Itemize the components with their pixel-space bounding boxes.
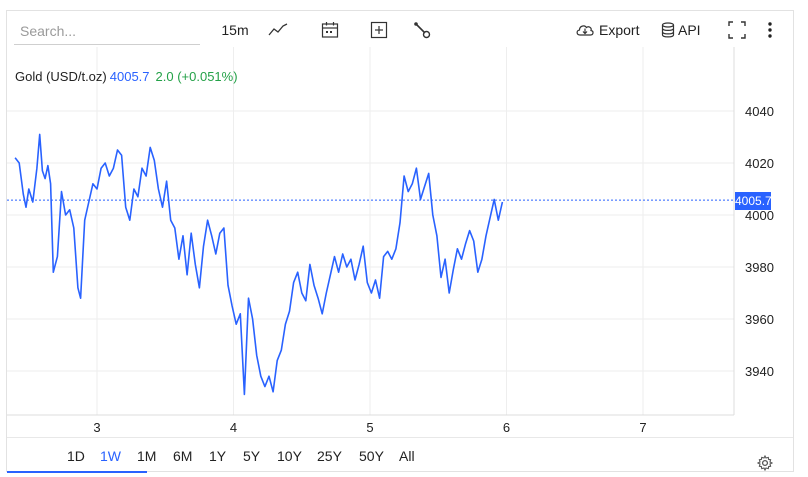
toolbar: 15m bbox=[7, 11, 793, 47]
scroll-indicator bbox=[7, 471, 147, 473]
x-tick-label: 7 bbox=[639, 420, 646, 435]
x-tick-label: 5 bbox=[366, 420, 373, 435]
y-tick-label: 3940 bbox=[745, 364, 774, 379]
chart-legend: Gold (USD/t.oz) 4005.7 2.0 (+0.051%) bbox=[15, 69, 238, 84]
fullscreen-button[interactable] bbox=[725, 17, 749, 43]
range-button-5y[interactable]: 5Y bbox=[243, 448, 261, 464]
api-label: API bbox=[678, 22, 701, 38]
expand-icon bbox=[728, 21, 746, 39]
tools-button[interactable] bbox=[409, 17, 435, 43]
range-button-1m[interactable]: 1M bbox=[137, 448, 157, 464]
y-tick-label: 4020 bbox=[745, 156, 774, 171]
legend-name: Gold (USD/t.oz) bbox=[15, 69, 107, 84]
x-tick-label: 4 bbox=[230, 420, 237, 435]
chart-type-button[interactable] bbox=[265, 17, 291, 43]
range-button-50y[interactable]: 50Y bbox=[359, 448, 384, 464]
interval-selector[interactable]: 15m bbox=[217, 17, 253, 43]
date-range-button[interactable] bbox=[317, 17, 343, 43]
range-button-6m[interactable]: 6M bbox=[173, 448, 193, 464]
range-button-1w[interactable]: 1W bbox=[100, 448, 121, 464]
database-icon bbox=[661, 22, 675, 38]
chart-settings-button[interactable] bbox=[756, 454, 774, 476]
price-series-line bbox=[14, 133, 504, 396]
gear-icon bbox=[756, 454, 774, 472]
line-chart-icon bbox=[268, 23, 288, 36]
interval-label: 15m bbox=[221, 22, 249, 38]
more-vert-icon bbox=[768, 22, 772, 38]
add-indicator-button[interactable] bbox=[366, 17, 392, 43]
y-tick-label: 4040 bbox=[745, 104, 774, 119]
calendar-icon bbox=[321, 22, 339, 38]
x-tick-label: 3 bbox=[93, 420, 100, 435]
more-menu-button[interactable] bbox=[759, 17, 781, 43]
api-button[interactable]: API bbox=[661, 17, 707, 43]
cloud-download-icon bbox=[576, 25, 594, 36]
range-button-10y[interactable]: 10Y bbox=[277, 448, 302, 464]
search-input[interactable] bbox=[14, 20, 200, 45]
export-label: Export bbox=[599, 22, 640, 38]
legend-change: 2.0 (+0.051%) bbox=[155, 69, 238, 84]
range-button-all[interactable]: All bbox=[399, 448, 415, 464]
y-tick-label: 3960 bbox=[745, 312, 774, 327]
chart-widget: 15m bbox=[6, 10, 794, 474]
x-tick-label: 6 bbox=[503, 420, 510, 435]
legend-value: 4005.7 bbox=[109, 69, 150, 84]
price-chart[interactable]: 3940 3960 3980 4000 4020 4040 3 4 5 6 7 bbox=[7, 47, 793, 437]
current-price-tag: 4005.7 bbox=[735, 192, 772, 210]
range-selector: 1D 1W 1M 6M 1Y 5Y 10Y 25Y 50Y All bbox=[7, 437, 793, 474]
wrench-icon bbox=[414, 22, 431, 39]
chart-area[interactable]: 3940 3960 3980 4000 4020 4040 3 4 5 6 7 Gold (USD… bbox=[7, 47, 793, 472]
range-button-25y[interactable]: 25Y bbox=[317, 448, 342, 464]
plus-box-icon bbox=[370, 21, 388, 39]
export-button[interactable]: Export bbox=[575, 17, 649, 43]
y-tick-label: 3980 bbox=[745, 260, 774, 275]
y-tick-label: 4000 bbox=[745, 208, 774, 223]
range-button-1d[interactable]: 1D bbox=[67, 448, 85, 464]
range-button-1y[interactable]: 1Y bbox=[209, 448, 227, 464]
